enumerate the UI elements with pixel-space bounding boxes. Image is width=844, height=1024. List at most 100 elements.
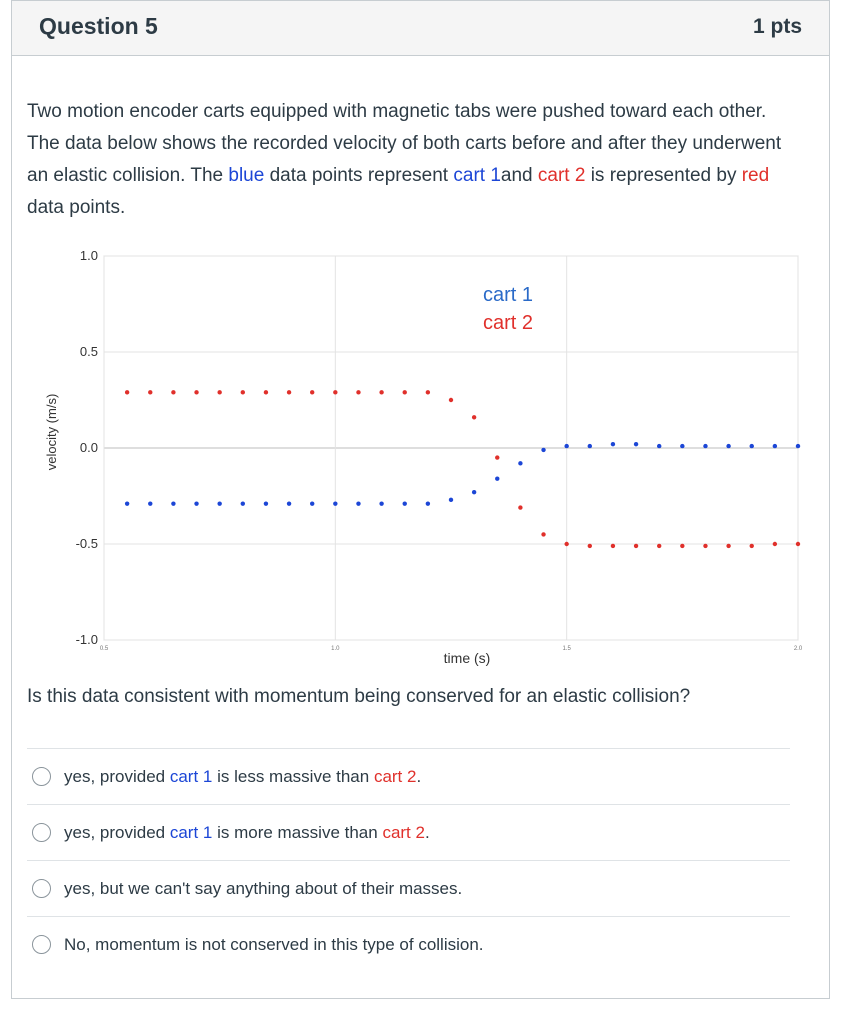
question-prompt: Two motion encoder carts equipped with m…	[27, 96, 792, 224]
question-header: Question 5 1 pts	[12, 1, 829, 56]
cart1-point	[240, 501, 245, 506]
cart2-label: cart 2	[373, 766, 417, 786]
answer-option-4[interactable]: No, momentum is not conserved in this ty…	[27, 916, 790, 972]
cart1-point	[495, 476, 500, 481]
question-points: 1 pts	[752, 15, 802, 38]
cart1-point	[749, 443, 754, 449]
cart2-point	[194, 390, 199, 395]
answer-text: .	[424, 822, 430, 842]
radio-button[interactable]	[32, 935, 51, 954]
cart2-point	[495, 455, 500, 460]
answer-text: yes, provided	[64, 766, 170, 786]
answer-option-2[interactable]: yes, provided cart 1 is more massive tha…	[27, 804, 790, 860]
radio-button[interactable]	[32, 879, 51, 898]
y-tick-label: 0.0	[80, 440, 98, 455]
cart2-point	[541, 532, 546, 537]
cart2-point	[171, 390, 176, 395]
answer-text: is more massive than	[212, 822, 383, 842]
question-card: Question 5 1 pts	[11, 0, 830, 999]
x-tick-label: 2.0	[794, 646, 803, 652]
cart1-point	[633, 441, 639, 447]
cart1-point	[703, 443, 708, 449]
legend-cart1: cart 1	[483, 284, 533, 306]
answer-label[interactable]: yes, but we can't say anything about of …	[64, 878, 463, 898]
prompt-text: is represented by	[585, 165, 742, 186]
chart-x-label: time (s)	[444, 650, 491, 666]
cart2-point	[263, 390, 269, 395]
answer-text: yes, provided	[64, 822, 170, 842]
cart2-point	[680, 543, 685, 549]
cart2-label: cart 2	[537, 165, 586, 186]
answer-label[interactable]: yes, provided cart 1 is more massive tha…	[64, 823, 430, 843]
cart1-point	[171, 501, 176, 506]
cart1-point	[356, 501, 361, 506]
y-tick-label: -0.5	[76, 536, 98, 551]
cart2-point	[587, 543, 592, 549]
cart1-label: cart 1	[169, 766, 213, 786]
cart1-label: cart 1	[169, 822, 213, 842]
cart2-point	[379, 390, 384, 395]
cart2-point	[217, 390, 222, 395]
cart1-point	[795, 443, 801, 449]
answer-list: yes, provided cart 1 is less massive tha…	[27, 748, 790, 972]
cart1-point	[471, 489, 477, 495]
cart1-label: cart 1	[453, 165, 501, 186]
y-tick-label: 1.0	[80, 248, 98, 263]
prompt-text: and	[500, 165, 538, 186]
cart1-point	[587, 443, 592, 449]
cart1-point	[564, 443, 569, 449]
cart1-point	[217, 501, 222, 506]
cart2-point	[633, 543, 639, 549]
answer-option-3[interactable]: yes, but we can't say anything about of …	[27, 860, 790, 916]
chart-x-ticks: 0.5 1.0 1.5 2.0	[100, 646, 803, 652]
cart1-point	[657, 443, 662, 449]
cart2-point	[148, 390, 153, 395]
answer-label[interactable]: yes, provided cart 1 is less massive tha…	[64, 767, 421, 787]
prompt-text: data points.	[27, 197, 126, 218]
radio-button[interactable]	[32, 823, 51, 842]
cart2-point	[448, 397, 454, 403]
chart-y-ticks: 1.0 0.5 0.0 -0.5 -1.0	[76, 248, 98, 647]
cart2-label: cart 2	[382, 822, 425, 842]
cart2-point	[310, 390, 315, 395]
x-tick-label: 1.0	[331, 646, 340, 652]
cart1-point	[124, 501, 130, 506]
answer-label[interactable]: No, momentum is not conserved in this ty…	[64, 934, 484, 954]
chart-points	[124, 390, 801, 549]
cart2-point	[726, 543, 731, 549]
cart1-point	[726, 443, 731, 449]
chart-y-label: velocity (m/s)	[44, 394, 59, 471]
prompt-text: Two motion encoder carts equipped with m…	[27, 101, 782, 186]
x-tick-label: 0.5	[100, 646, 109, 652]
velocity-chart: 1.0 0.5 0.0 -0.5 -1.0 0.5 1.0 1.5 2.0 velocity …	[44, 248, 803, 666]
cart1-point	[148, 501, 153, 506]
cart1-point	[518, 461, 523, 466]
cart2-point	[333, 390, 338, 395]
answer-option-1[interactable]: yes, provided cart 1 is less massive tha…	[27, 748, 790, 804]
cart1-point	[425, 501, 431, 506]
cart1-point	[772, 443, 778, 449]
cart2-point	[564, 541, 569, 547]
cart2-point	[795, 541, 801, 547]
y-tick-label: -1.0	[76, 632, 98, 647]
cart2-point	[402, 390, 407, 395]
question-text: Is this data consistent with momentum be…	[27, 686, 691, 707]
cart2-point	[425, 390, 431, 395]
cart1-point	[610, 441, 616, 447]
cart2-point	[518, 505, 523, 510]
x-tick-label: 1.5	[562, 646, 571, 652]
cart1-point	[680, 443, 685, 449]
cart2-point	[657, 543, 662, 549]
prompt-text: data points represent	[264, 165, 454, 186]
y-tick-label: 0.5	[80, 344, 98, 359]
cart1-point	[541, 447, 546, 453]
cart1-point	[310, 501, 315, 506]
cart1-point	[286, 501, 292, 506]
cart2-point	[124, 390, 130, 395]
radio-button[interactable]	[32, 767, 51, 786]
cart1-point	[263, 501, 269, 506]
cart2-point	[610, 543, 616, 549]
cart2-point	[749, 543, 754, 549]
chart-grid	[103, 255, 799, 641]
cart1-point	[194, 501, 199, 506]
